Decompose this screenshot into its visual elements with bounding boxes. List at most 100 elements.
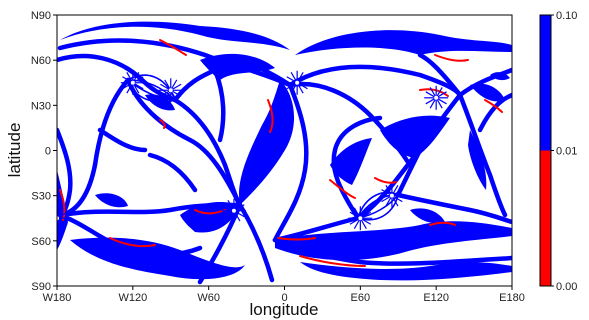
focal-spoke	[435, 97, 447, 105]
focal-spoke	[360, 217, 372, 225]
red-contour	[429, 221, 456, 226]
focal-spoke	[391, 195, 399, 207]
blue-region	[295, 30, 512, 55]
focal-spoke	[381, 195, 393, 203]
red-contour	[434, 54, 469, 62]
colorbar-tick-label: 0.01	[556, 146, 577, 158]
red-contour	[299, 255, 366, 267]
focal-spoke	[286, 76, 298, 84]
contour-line	[147, 152, 198, 193]
focal-spoke	[381, 189, 393, 197]
x-tick-label: E60	[351, 292, 371, 304]
blue-region	[239, 80, 295, 205]
focal-spoke	[57, 217, 64, 229]
contour-line	[59, 77, 131, 218]
focal-spoke	[160, 83, 172, 91]
focal-center	[389, 193, 394, 198]
focal-spoke	[425, 91, 437, 99]
focal-spoke	[57, 218, 58, 219]
contour-line	[417, 52, 463, 98]
focal-spoke	[57, 211, 68, 219]
pattern-layer	[57, 21, 512, 285]
x-tick-label: W180	[43, 292, 72, 304]
blue-region	[300, 262, 512, 281]
focal-center	[358, 216, 363, 221]
red-contour	[329, 179, 356, 199]
focal-spoke	[353, 217, 361, 229]
focal-center	[434, 95, 439, 100]
focal-spoke	[349, 211, 361, 219]
focal-spoke	[233, 204, 245, 212]
focal-spoke	[57, 218, 58, 220]
focal-spoke	[391, 189, 403, 197]
focal-points	[57, 70, 449, 231]
y-axis: N90 N60 N30 0 S30 S60 S90	[31, 10, 57, 293]
focal-center	[168, 88, 173, 93]
y-axis-label: latitude	[5, 123, 24, 178]
contour-line	[395, 127, 433, 198]
focal-point	[120, 70, 145, 95]
focal-spoke	[223, 204, 235, 212]
contour-line	[125, 77, 243, 208]
y-tick-label: N90	[31, 10, 51, 22]
red-contour	[159, 119, 166, 129]
contour-line	[287, 81, 413, 168]
blue-contours	[57, 38, 512, 285]
red-contour	[484, 99, 503, 113]
focal-spoke	[227, 210, 235, 222]
blue-region	[70, 237, 245, 280]
focal-spoke	[296, 82, 308, 90]
focal-spoke	[132, 76, 144, 84]
focal-spoke	[349, 217, 361, 225]
colorbar: 0.10 0.01 0.00	[539, 10, 577, 293]
red-contour	[59, 189, 66, 221]
blue-region	[410, 208, 445, 224]
focal-point	[424, 85, 449, 110]
focal-center	[231, 208, 236, 213]
blue-region	[470, 83, 505, 102]
colorbar-segment	[540, 15, 551, 151]
contour-line	[331, 115, 383, 221]
blue-region	[275, 221, 512, 261]
focal-spoke	[425, 97, 437, 105]
focal-spoke	[160, 89, 172, 97]
focal-spoke	[360, 211, 372, 219]
focal-spoke	[359, 217, 367, 229]
y-tick-label: N60	[31, 55, 51, 67]
x-tick-label: W60	[197, 292, 220, 304]
focal-center	[130, 80, 135, 85]
x-tick-label: E180	[499, 292, 525, 304]
x-tick-label: 0	[281, 292, 287, 304]
blue-region	[95, 193, 128, 208]
x-tick-label: W120	[118, 292, 147, 304]
y-tick-label: S30	[31, 191, 51, 203]
focal-spoke	[385, 184, 393, 196]
focal-spoke	[353, 207, 361, 219]
focal-spoke	[132, 82, 144, 90]
colorbar-tick-label: 0.00	[556, 281, 577, 293]
red-contour	[277, 237, 316, 241]
x-axis-label: longitude	[249, 300, 318, 319]
focal-spoke	[286, 82, 298, 90]
contour-line	[272, 237, 512, 266]
focal-spoke	[233, 210, 245, 218]
contour-line	[272, 82, 309, 243]
contour-line	[57, 53, 178, 103]
focal-spoke	[385, 195, 393, 207]
contour-line	[237, 202, 275, 283]
y-tick-label: 0	[45, 146, 51, 158]
contour-line	[57, 38, 293, 88]
blue-region	[468, 130, 487, 190]
focal-spoke	[391, 184, 399, 196]
focal-spoke	[227, 200, 235, 212]
focal-spoke	[233, 210, 241, 222]
focal-spoke	[435, 91, 447, 99]
y-tick-label: N30	[31, 100, 51, 112]
red-contours	[59, 39, 503, 267]
y-tick-label: S90	[31, 281, 51, 293]
focal-spoke	[57, 207, 64, 219]
focal-point	[379, 183, 404, 208]
contour-line	[232, 57, 293, 88]
focal-spoke	[296, 76, 308, 84]
